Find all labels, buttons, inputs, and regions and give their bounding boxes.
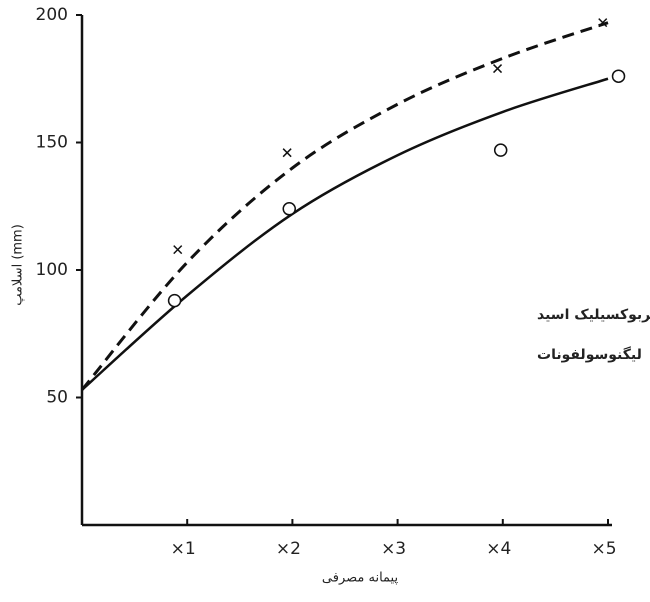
point	[282, 202, 296, 216]
annotation: اسید هیدروکسی کربوکسیلیک اسید	[537, 307, 650, 323]
x-tick-label: ×2	[276, 539, 301, 559]
y-tick-label: 50	[46, 388, 68, 408]
y-tick-label: 200	[36, 5, 68, 25]
x-tick-label: ×3	[381, 539, 406, 559]
y-tick-label: 100	[36, 260, 68, 280]
y-axis-title: اسلامپ (mm)	[11, 224, 26, 306]
curve	[80, 21, 609, 391]
point	[493, 64, 503, 74]
point	[173, 245, 183, 255]
point	[282, 148, 292, 158]
point	[611, 69, 626, 83]
curve	[81, 77, 609, 391]
x-tick-label: ×4	[486, 539, 511, 559]
point	[493, 143, 508, 157]
annotation: لیگنوسولفونات	[537, 346, 642, 363]
x-tick-label: ×1	[171, 539, 196, 559]
y-tick-label: 150	[36, 133, 68, 153]
point	[598, 18, 608, 28]
point	[167, 293, 182, 308]
x-axis-title: پیمانه مصرفی	[322, 571, 399, 586]
x-tick-label: ×5	[591, 539, 616, 559]
